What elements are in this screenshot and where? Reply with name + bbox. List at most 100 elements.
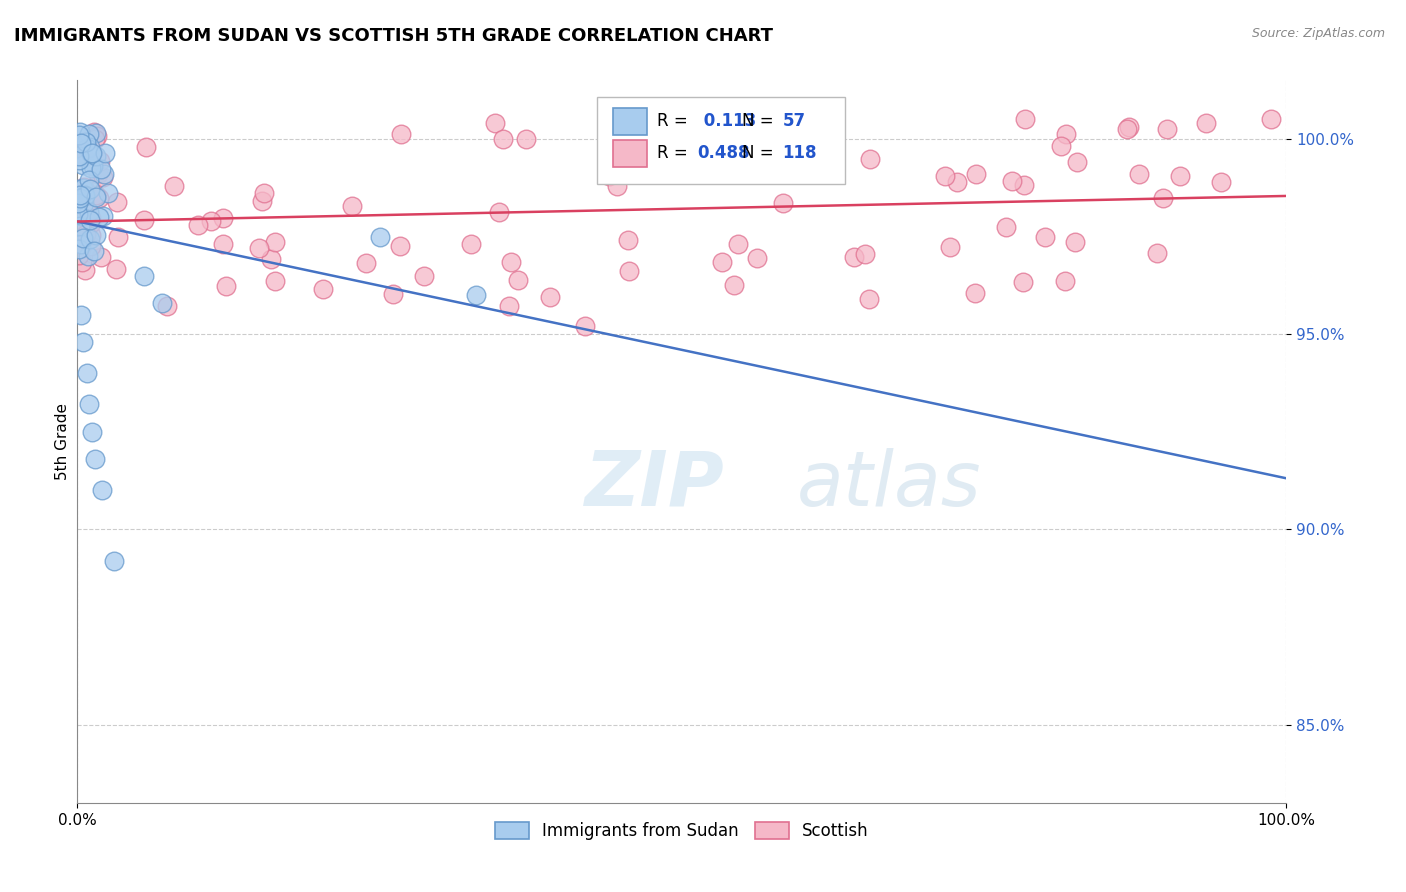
Point [80, 228, 103, 243]
Point [97, 186, 120, 201]
Point [200, 213, 222, 227]
Point [1054, 274, 1077, 288]
Point [90, 162, 112, 177]
Point [1146, 245, 1168, 260]
Point [67, 136, 90, 150]
Point [86, 129, 108, 144]
Point [67, 207, 90, 221]
Point [79, 139, 101, 153]
Point [70, 209, 93, 223]
Point [187, 218, 209, 232]
Point [946, 175, 969, 189]
Point [93, 167, 115, 181]
Point [84, 188, 107, 202]
Point [70, 241, 93, 255]
Point [84, 227, 107, 242]
Point [79, 182, 101, 196]
Point [77, 127, 100, 141]
Point [72, 158, 94, 172]
Point [598, 169, 620, 184]
Point [506, 273, 529, 287]
Point [617, 264, 640, 278]
Point [250, 194, 273, 208]
Point [69, 187, 91, 202]
Text: 118: 118 [782, 145, 817, 162]
Point [105, 195, 128, 210]
Point [67, 149, 90, 163]
Point [67, 247, 90, 261]
Point [711, 254, 734, 268]
Point [488, 204, 510, 219]
Point [264, 274, 287, 288]
Point [73, 195, 96, 210]
Point [79, 232, 101, 246]
Point [965, 167, 987, 181]
Point [83, 244, 105, 258]
Point [939, 240, 962, 254]
Point [75, 189, 97, 203]
Point [90, 251, 112, 265]
Point [150, 296, 173, 310]
Point [1066, 155, 1088, 169]
Point [312, 282, 335, 296]
Point [80, 425, 103, 439]
Point [70, 255, 93, 269]
Point [76, 140, 98, 154]
Point [212, 237, 235, 252]
Point [669, 161, 692, 176]
Point [87, 167, 110, 181]
Point [93, 145, 115, 160]
Point [105, 261, 128, 276]
Point [247, 241, 270, 255]
Point [70, 136, 93, 151]
Text: 57: 57 [782, 112, 806, 130]
Text: N =: N = [742, 145, 773, 162]
Text: IMMIGRANTS FROM SUDAN VS SCOTTISH 5TH GRADE CORRELATION CHART: IMMIGRANTS FROM SUDAN VS SCOTTISH 5TH GR… [14, 27, 773, 45]
Point [91, 170, 114, 185]
Point [72, 179, 94, 194]
Point [67, 242, 90, 256]
Point [163, 179, 186, 194]
Point [340, 199, 363, 213]
Point [76, 366, 98, 380]
Point [89, 191, 111, 205]
Point [75, 263, 97, 277]
Point [606, 178, 628, 193]
Point [103, 554, 125, 568]
Point [67, 153, 90, 168]
Point [389, 127, 412, 141]
Point [75, 135, 97, 149]
Point [501, 255, 523, 269]
Point [723, 277, 745, 292]
Text: Source: ZipAtlas.com: Source: ZipAtlas.com [1251, 27, 1385, 40]
Point [75, 220, 97, 235]
Point [859, 152, 882, 166]
Point [89, 153, 111, 168]
Point [80, 216, 103, 230]
Point [72, 181, 94, 195]
Text: N =: N = [742, 112, 773, 130]
Point [1209, 176, 1232, 190]
Point [994, 220, 1017, 235]
Point [211, 211, 233, 225]
Point [72, 231, 94, 245]
Point [215, 279, 238, 293]
Point [368, 229, 391, 244]
Point [1118, 120, 1140, 135]
Text: 0.488: 0.488 [697, 145, 751, 162]
Point [617, 233, 640, 247]
Point [1063, 235, 1085, 249]
Point [70, 187, 93, 202]
Point [75, 134, 97, 148]
Point [79, 397, 101, 411]
Point [1156, 121, 1178, 136]
Point [75, 227, 97, 241]
Point [1152, 191, 1174, 205]
Point [79, 211, 101, 225]
Point [69, 237, 91, 252]
Point [91, 209, 114, 223]
Point [934, 169, 956, 184]
Point [73, 188, 96, 202]
Point [484, 116, 506, 130]
Point [66, 181, 89, 195]
